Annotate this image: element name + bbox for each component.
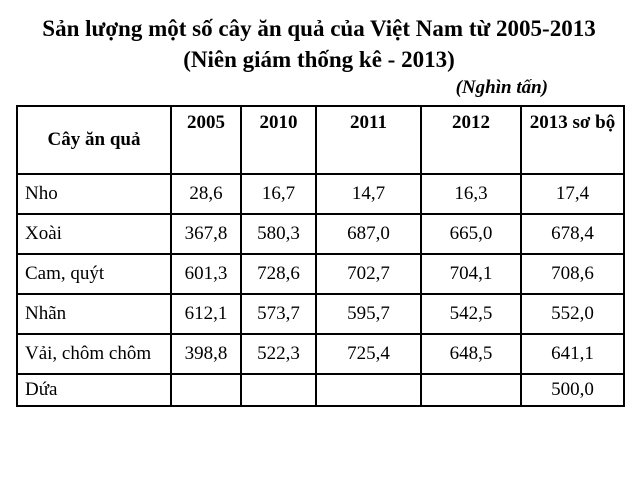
value-cell: 702,7 [315,253,422,295]
table-header-row: Cây ăn quả 2005 2010 2011 2012 2013 sơ b… [16,105,625,175]
table-row-vai-chom-chom: Vải, chôm chôm 398,8 522,3 725,4 648,5 6… [16,333,625,375]
value-cell: 573,7 [240,293,317,335]
value-cell: 552,0 [520,293,625,335]
production-table: Cây ăn quả 2005 2010 2011 2012 2013 sơ b… [16,105,625,407]
value-cell: 728,6 [240,253,317,295]
value-cell: 28,6 [170,173,242,215]
page-title: Sản lượng một số cây ăn quả của Việt Nam… [0,0,638,75]
fruit-name-cell: Vải, chôm chôm [16,333,172,375]
table-row-dua: Dứa 500,0 [16,373,625,407]
value-cell: 687,0 [315,213,422,255]
value-cell: 17,4 [520,173,625,215]
value-cell: 678,4 [520,213,625,255]
value-cell: 14,7 [315,173,422,215]
value-cell: 708,6 [520,253,625,295]
table-row-nho: Nho 28,6 16,7 14,7 16,3 17,4 [16,173,625,215]
column-header-2012: 2012 [420,105,522,175]
value-cell: 612,1 [170,293,242,335]
table-row-xoai: Xoài 367,8 580,3 687,0 665,0 678,4 [16,213,625,255]
value-cell [420,373,522,407]
unit-note: (Nghìn tấn) [455,77,548,98]
value-cell: 522,3 [240,333,317,375]
fruit-name-cell: Xoài [16,213,172,255]
fruit-name-cell: Cam, quýt [16,253,172,295]
column-header-2013: 2013 sơ bộ [520,105,625,175]
fruit-name-cell: Nho [16,173,172,215]
value-cell: 648,5 [420,333,522,375]
table-row-cam-quyt: Cam, quýt 601,3 728,6 702,7 704,1 708,6 [16,253,625,295]
value-cell: 398,8 [170,333,242,375]
value-cell: 601,3 [170,253,242,295]
value-cell: 16,7 [240,173,317,215]
column-header-2011: 2011 [315,105,422,175]
value-cell: 704,1 [420,253,522,295]
value-cell: 500,0 [520,373,625,407]
value-cell: 665,0 [420,213,522,255]
title-line-2: (Niên giám thống kê - 2013) [183,47,455,72]
value-cell: 725,4 [315,333,422,375]
column-header-2010: 2010 [240,105,317,175]
value-cell: 641,1 [520,333,625,375]
column-header-2005: 2005 [170,105,242,175]
fruit-name-cell: Nhãn [16,293,172,335]
value-cell [240,373,317,407]
table-row-nhan: Nhãn 612,1 573,7 595,7 542,5 552,0 [16,293,625,335]
value-cell: 595,7 [315,293,422,335]
title-line-1: Sản lượng một số cây ăn quả của Việt Nam… [42,16,596,41]
value-cell [170,373,242,407]
value-cell: 580,3 [240,213,317,255]
value-cell [315,373,422,407]
row-header-label: Cây ăn quả [16,105,172,175]
fruit-name-cell: Dứa [16,373,172,407]
value-cell: 542,5 [420,293,522,335]
value-cell: 367,8 [170,213,242,255]
value-cell: 16,3 [420,173,522,215]
